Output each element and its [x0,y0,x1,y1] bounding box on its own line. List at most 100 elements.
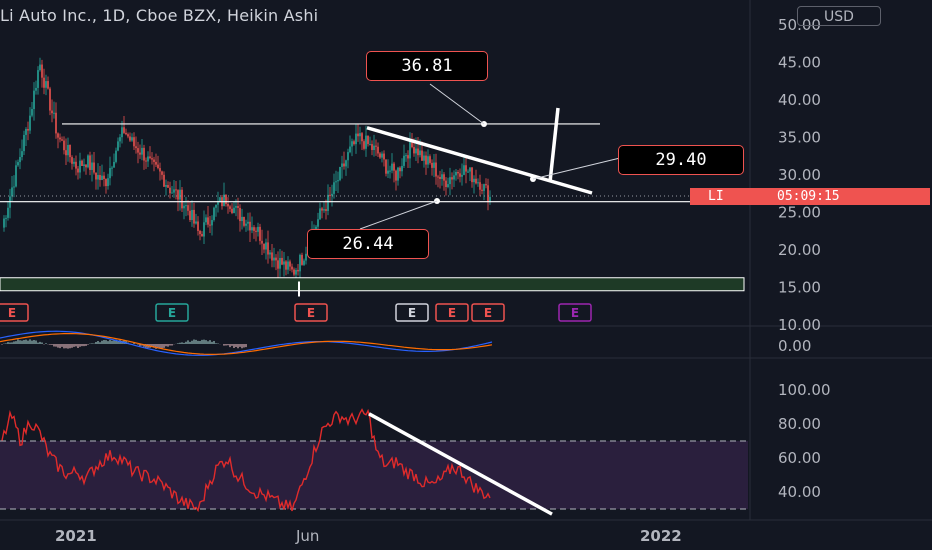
earnings-marker-label: E [168,306,176,320]
candle-body [443,174,445,181]
candle-body [387,170,389,174]
candle-body [75,161,77,169]
candle-body [23,134,25,152]
candle-body [181,189,183,209]
candle-body [45,81,47,88]
candle-body [361,133,363,142]
candle-body [437,176,439,178]
candle-body [73,161,75,164]
candle-body [99,175,101,180]
candle-body [381,153,383,158]
currency-button[interactable]: USD [797,6,881,26]
candle-body [463,165,465,175]
candle-body [403,155,405,166]
candle-body [115,150,117,162]
candle-body [215,204,217,208]
candle-body [223,194,225,207]
price-axis[interactable]: 50.0045.0040.0035.0030.0025.0020.0015.00… [0,0,932,521]
candle-body [217,202,219,205]
candle-body [237,206,239,208]
candle-body [49,88,51,111]
countdown-label: 05:09:15 [777,189,840,204]
candle-body [171,192,173,194]
candle-body [419,150,421,156]
candle-body [185,205,187,207]
candle-body [299,254,301,272]
candle-body [263,243,265,250]
candle-body [125,132,127,135]
earnings-marker [435,303,469,322]
candle-body [325,209,327,211]
candle-body [35,87,37,91]
candle-body [459,173,461,177]
price-tick-label: 35.00 [778,129,821,147]
candle-body [283,261,285,265]
candle-body [465,165,467,172]
candle-body [199,230,201,235]
candle-body [13,186,15,188]
signal-line [0,333,493,356]
earnings-marker-label: E [307,306,315,320]
candle-body [291,266,293,270]
candle-body [143,147,145,161]
price-tick-label: 25.00 [778,204,821,222]
candle-body [119,137,121,142]
candle-body [435,162,437,177]
earnings-marker-label: E [8,306,16,320]
candle-body [59,137,61,140]
candle-body [183,205,185,209]
candle-body [271,252,273,261]
candle-body [43,77,45,88]
candle-body [105,178,107,187]
candle-body [339,166,341,181]
rsi-trendline [368,412,553,516]
candle-body [11,187,13,197]
callout-leader [532,157,621,180]
candle-body [163,174,165,187]
candle-body [37,70,39,88]
candle-body [27,129,29,131]
candle-body [331,193,333,196]
candle-body [137,148,139,153]
candle-body [155,161,157,165]
candle-body [127,134,129,137]
time-label-jun: Jun [296,527,320,545]
candle-body [303,260,305,265]
candle-body [401,165,403,172]
candle-body [259,226,261,241]
candle-body [327,194,329,211]
candle-body [427,156,429,165]
candle-body [473,178,475,183]
candle-body [417,148,419,156]
candle-body [345,160,347,167]
candle-body [273,257,275,261]
candle-body [235,206,237,208]
candle-body [21,151,23,158]
candle-body [95,172,97,180]
candle-body [249,221,251,231]
candle-body [179,189,181,200]
candle-body [483,184,485,191]
candle-body [399,167,401,172]
candle-body [69,144,71,158]
price-pane [0,57,745,297]
candle-body [489,196,491,203]
candle-body [407,155,409,159]
candle-body [305,253,307,261]
candle-body [113,161,115,168]
candle-body [365,135,367,149]
rsi-tick-label: 80.00 [778,415,821,433]
rsi-pane [0,408,748,516]
earnings-marker-label: E [571,306,579,320]
candle-body [173,189,175,193]
candle-body [211,220,213,226]
candle-body [205,217,207,223]
candle-body [175,189,177,191]
candle-body [85,164,87,168]
candle-body [63,140,65,151]
candle-body [7,207,9,218]
candle-body [455,172,457,176]
candle-body [53,112,55,114]
